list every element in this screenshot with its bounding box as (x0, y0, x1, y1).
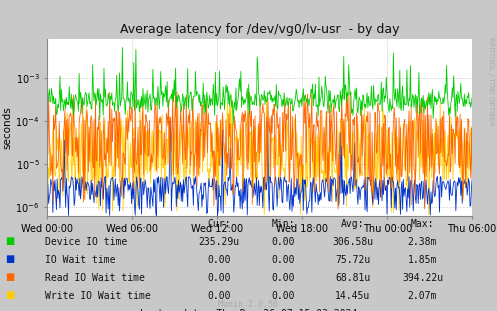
Text: Max:: Max: (411, 219, 434, 229)
Text: 0.00: 0.00 (207, 273, 231, 283)
Text: 2.38m: 2.38m (408, 237, 437, 247)
Text: 0.00: 0.00 (271, 273, 295, 283)
Text: Cur:: Cur: (207, 219, 231, 229)
Text: ■: ■ (5, 290, 14, 300)
Text: IO Wait time: IO Wait time (45, 255, 115, 265)
Text: 75.72u: 75.72u (335, 255, 370, 265)
Title: Average latency for /dev/vg0/lv-usr  - by day: Average latency for /dev/vg0/lv-usr - by… (120, 23, 400, 36)
Text: 2.07m: 2.07m (408, 291, 437, 301)
Text: 1.85m: 1.85m (408, 255, 437, 265)
Text: ■: ■ (5, 236, 14, 246)
Text: Avg:: Avg: (341, 219, 365, 229)
Text: Write IO Wait time: Write IO Wait time (45, 291, 151, 301)
Text: ■: ■ (5, 254, 14, 264)
Text: Read IO Wait time: Read IO Wait time (45, 273, 145, 283)
Text: RRDTOOL / TOBI OETIKER: RRDTOOL / TOBI OETIKER (488, 37, 494, 126)
Text: 14.45u: 14.45u (335, 291, 370, 301)
Text: 0.00: 0.00 (207, 255, 231, 265)
Text: Device IO time: Device IO time (45, 237, 127, 247)
Text: 68.81u: 68.81u (335, 273, 370, 283)
Text: 306.58u: 306.58u (332, 237, 373, 247)
Text: 235.29u: 235.29u (198, 237, 239, 247)
Text: 0.00: 0.00 (271, 237, 295, 247)
Text: ■: ■ (5, 272, 14, 282)
Text: 0.00: 0.00 (271, 291, 295, 301)
Text: 394.22u: 394.22u (402, 273, 443, 283)
Y-axis label: seconds: seconds (2, 106, 12, 149)
Text: Last update: Thu Dec 26 07:15:03 2024: Last update: Thu Dec 26 07:15:03 2024 (140, 309, 357, 311)
Text: Munin 2.0.56: Munin 2.0.56 (219, 300, 278, 309)
Text: 0.00: 0.00 (271, 255, 295, 265)
Text: Min:: Min: (271, 219, 295, 229)
Text: 0.00: 0.00 (207, 291, 231, 301)
